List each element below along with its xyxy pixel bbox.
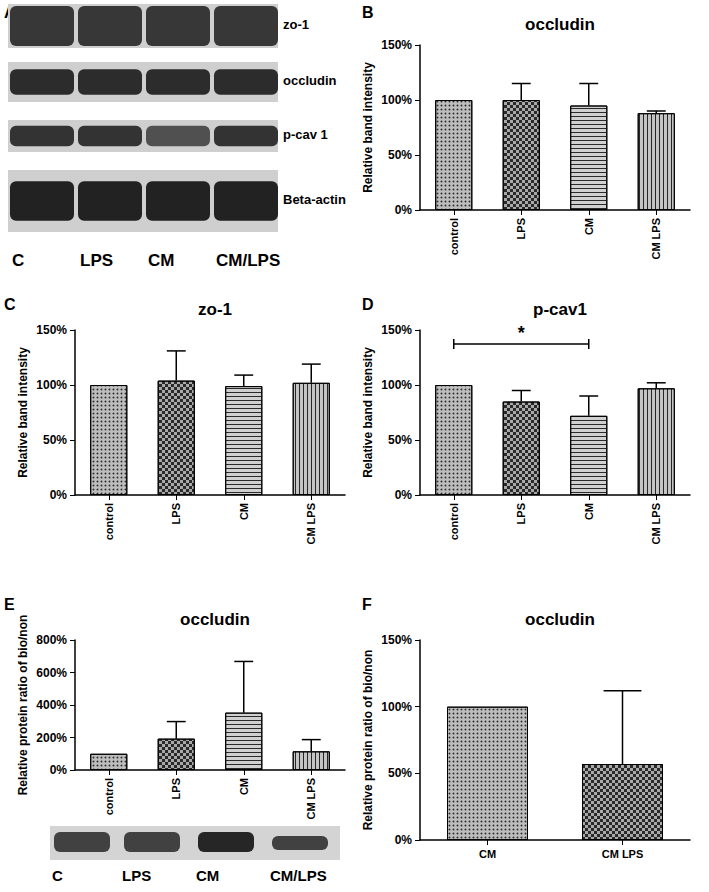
svg-text:p-cav 1: p-cav 1 — [283, 127, 328, 142]
svg-text:C: C — [4, 296, 16, 313]
svg-text:occludin: occludin — [525, 610, 595, 629]
svg-text:LPS: LPS — [170, 778, 182, 799]
svg-text:p-cav1: p-cav1 — [533, 300, 587, 319]
svg-text:CM LPS: CM LPS — [650, 218, 662, 260]
svg-text:100%: 100% — [36, 378, 67, 392]
svg-text:100%: 100% — [381, 93, 412, 107]
svg-text:LPS: LPS — [515, 503, 527, 524]
svg-text:50%: 50% — [388, 433, 412, 447]
svg-text:CM LPS: CM LPS — [650, 503, 662, 545]
svg-text:CM: CM — [148, 251, 174, 270]
svg-text:150%: 150% — [381, 633, 412, 647]
svg-text:50%: 50% — [43, 433, 67, 447]
svg-text:0%: 0% — [50, 488, 68, 502]
svg-text:occludin: occludin — [180, 610, 250, 629]
svg-text:CM LPS: CM LPS — [602, 848, 644, 860]
svg-text:50%: 50% — [388, 766, 412, 780]
svg-text:control: control — [103, 503, 115, 540]
svg-text:800%: 800% — [36, 633, 67, 647]
svg-text:100%: 100% — [381, 700, 412, 714]
svg-text:CM/LPS: CM/LPS — [216, 251, 280, 270]
svg-text:C: C — [12, 251, 24, 270]
svg-text:200%: 200% — [36, 731, 67, 745]
svg-text:400%: 400% — [36, 698, 67, 712]
svg-text:Relative protein ratio of bio/: Relative protein ratio of bio/non — [361, 650, 375, 831]
svg-text:CM/LPS: CM/LPS — [270, 867, 327, 884]
svg-text:zo-1: zo-1 — [198, 300, 232, 319]
svg-text:Relative band intensity: Relative band intensity — [361, 347, 375, 478]
svg-text:CM LPS: CM LPS — [305, 503, 317, 545]
svg-text:occludin: occludin — [525, 15, 595, 34]
svg-text:150%: 150% — [381, 323, 412, 337]
svg-text:LPS: LPS — [170, 503, 182, 524]
svg-text:C: C — [52, 867, 63, 884]
svg-text:150%: 150% — [36, 323, 67, 337]
svg-text:CM LPS: CM LPS — [305, 778, 317, 820]
svg-text:Relative band intensity: Relative band intensity — [16, 347, 30, 478]
svg-text:600%: 600% — [36, 666, 67, 680]
svg-text:control: control — [448, 218, 460, 255]
svg-text:50%: 50% — [388, 148, 412, 162]
svg-text:LPS: LPS — [80, 251, 113, 270]
svg-text:0%: 0% — [50, 763, 68, 777]
svg-text:E: E — [4, 596, 15, 613]
svg-text:0%: 0% — [395, 203, 413, 217]
svg-text:0%: 0% — [395, 833, 413, 847]
svg-text:CM: CM — [196, 867, 219, 884]
svg-text:control: control — [448, 503, 460, 540]
svg-text:Beta-actin: Beta-actin — [283, 192, 346, 207]
svg-text:D: D — [362, 296, 374, 313]
svg-text:occludin: occludin — [283, 73, 337, 88]
svg-text:F: F — [362, 596, 372, 613]
svg-text:Relative band intensity: Relative band intensity — [361, 62, 375, 193]
svg-text:LPS: LPS — [122, 867, 151, 884]
svg-text:Relative protein ratio of bio/: Relative protein ratio of bio/non — [16, 615, 30, 796]
svg-text:*: * — [518, 323, 525, 343]
svg-text:CM: CM — [583, 503, 595, 520]
svg-text:zo-1: zo-1 — [283, 17, 309, 32]
svg-text:LPS: LPS — [515, 218, 527, 239]
svg-text:CM: CM — [583, 218, 595, 235]
svg-text:150%: 150% — [381, 38, 412, 52]
svg-text:100%: 100% — [381, 378, 412, 392]
svg-text:B: B — [362, 4, 374, 21]
svg-text:CM: CM — [238, 778, 250, 795]
svg-text:CM: CM — [238, 503, 250, 520]
svg-text:control: control — [103, 778, 115, 815]
svg-text:0%: 0% — [395, 488, 413, 502]
svg-text:CM: CM — [479, 848, 496, 860]
